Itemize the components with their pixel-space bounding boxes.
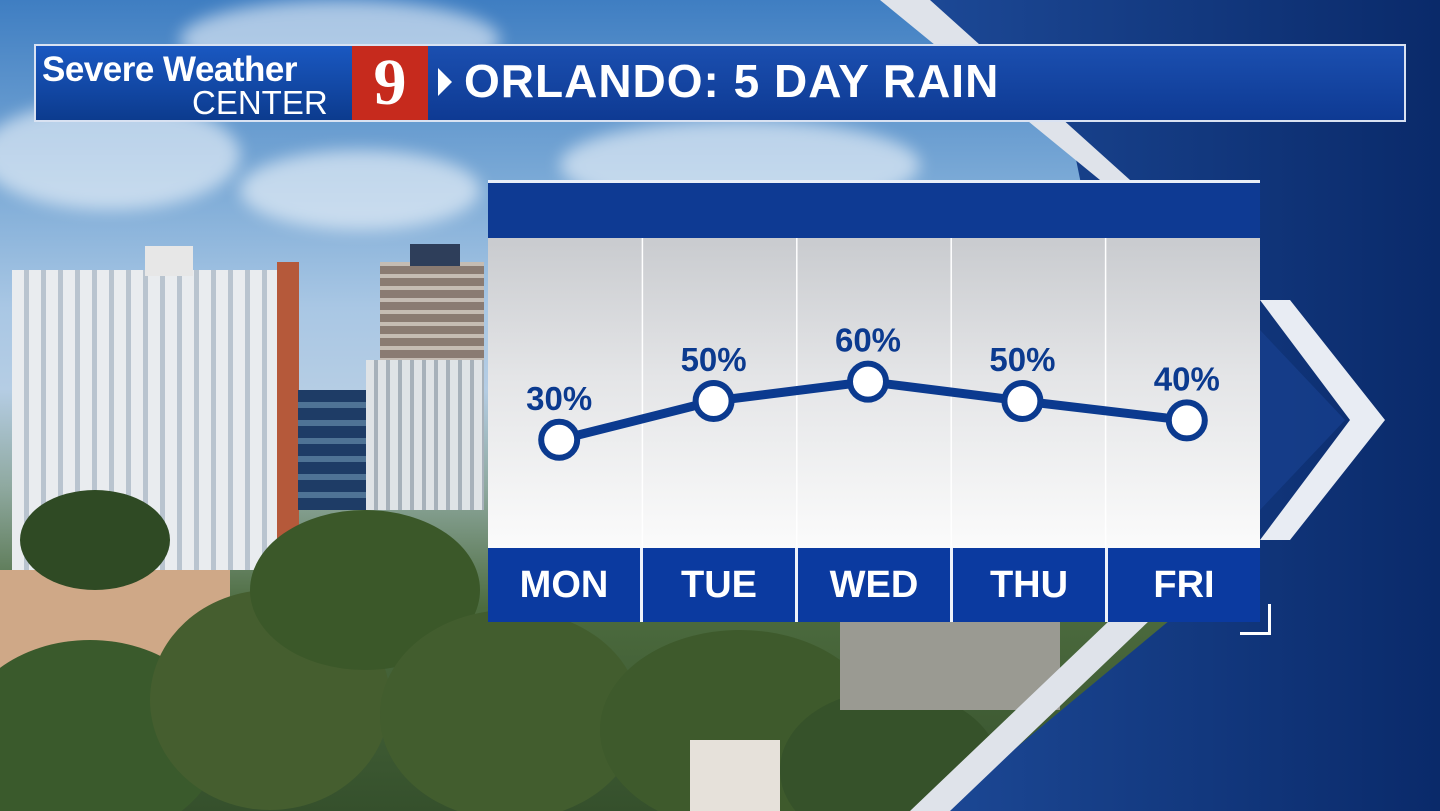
rain-line-chart: 30% 50% 60% 50% 40% — [526, 238, 1220, 548]
data-label-tue: 50% — [681, 341, 747, 378]
data-label-wed: 60% — [835, 322, 901, 359]
station-logo: Severe Weather CENTER — [36, 46, 352, 121]
day-labels: MON TUE WED THU FRI — [488, 548, 1260, 622]
rain-chart-card: 30% 50% 60% 50% 40% MON TUE WED THU FRI — [488, 180, 1260, 622]
data-label-mon: 30% — [526, 380, 592, 417]
page-title: ORLANDO: 5 DAY RAIN — [464, 55, 1000, 107]
day-label-wed: WED — [795, 548, 950, 622]
channel-number: 9 — [352, 46, 428, 120]
day-label-mon: MON — [519, 563, 609, 606]
logo-line1: Severe Weather — [42, 50, 298, 89]
data-point-mon — [538, 418, 581, 461]
corner-bracket — [1240, 604, 1271, 635]
data-point-fri — [1165, 399, 1208, 442]
data-label-fri: 40% — [1154, 360, 1220, 397]
data-point-wed — [847, 360, 889, 403]
day-label-tue: TUE — [640, 548, 795, 622]
chart-top-bar — [488, 180, 1260, 238]
day-label-fri: FRI — [1105, 548, 1260, 622]
day-label-thu: THU — [950, 548, 1105, 622]
data-point-thu — [1001, 380, 1044, 422]
data-label-thu: 50% — [989, 341, 1055, 378]
header-banner: Severe Weather CENTER 9 ORLANDO: 5 DAY R… — [34, 44, 1406, 122]
play-arrow-icon — [438, 68, 452, 96]
data-point-tue — [692, 380, 735, 422]
logo-line2: CENTER — [192, 84, 328, 121]
plot-area: 30% 50% 60% 50% 40% — [488, 238, 1260, 548]
